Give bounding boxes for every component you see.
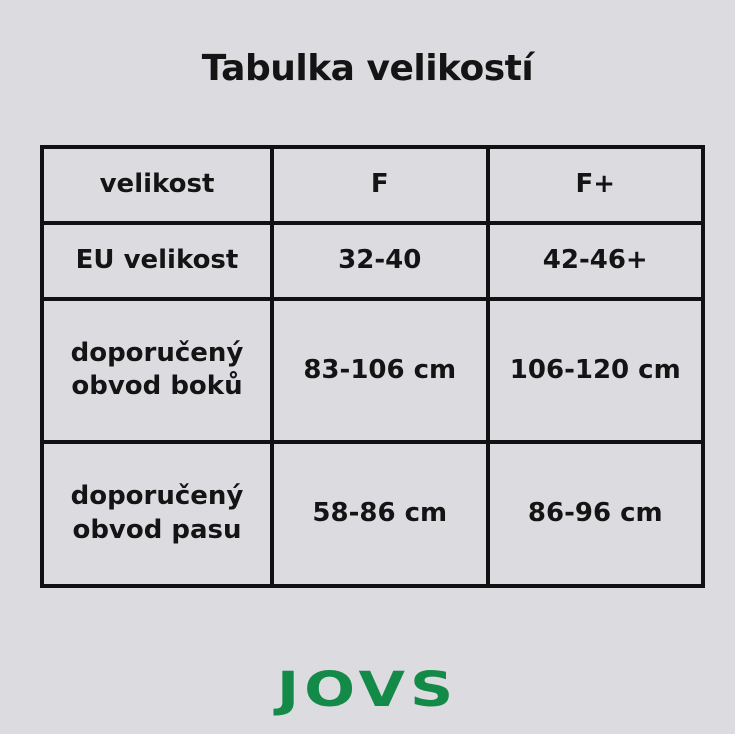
table-cell: 42-46+ xyxy=(485,220,705,301)
header-cell: velikost xyxy=(40,145,274,225)
table-row: doporučený obvod pasu 58-86 cm 86-96 cm xyxy=(40,440,705,588)
size-table: velikost F F+ EU velikost 32-40 42-46+ d… xyxy=(40,145,705,588)
row-label: doporučený obvod boků xyxy=(40,296,274,445)
table-cell: 106-120 cm xyxy=(485,296,705,445)
table-cell: 32-40 xyxy=(270,220,490,301)
page-title: Tabulka velikostí xyxy=(201,48,534,89)
table-cell: 86-96 cm xyxy=(485,440,705,588)
brand-logo: JOVS xyxy=(276,662,459,718)
row-label: EU velikost xyxy=(40,220,274,301)
table-cell: 58-86 cm xyxy=(270,440,490,588)
header-cell: F xyxy=(270,145,490,225)
table-cell: 83-106 cm xyxy=(270,296,490,445)
table-header-row: velikost F F+ xyxy=(40,145,705,225)
table-row: doporučený obvod boků 83-106 cm 106-120 … xyxy=(40,296,705,445)
header-cell: F+ xyxy=(485,145,705,225)
table-row: EU velikost 32-40 42-46+ xyxy=(40,220,705,301)
row-label: doporučený obvod pasu xyxy=(40,440,274,588)
